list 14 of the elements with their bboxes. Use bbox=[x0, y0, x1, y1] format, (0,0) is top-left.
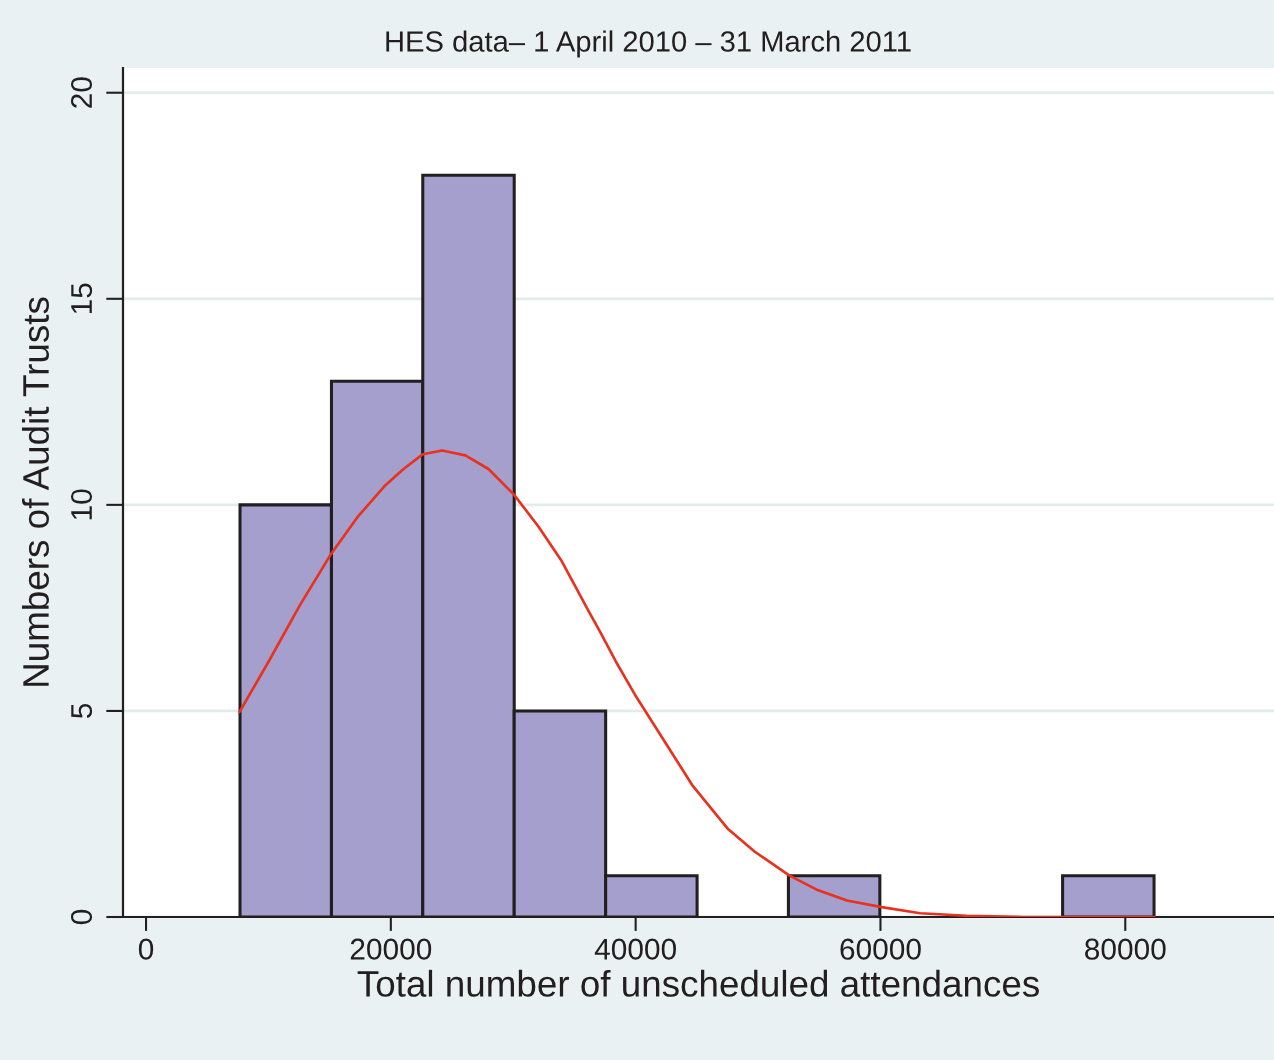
x-tick-label: 40000 bbox=[594, 938, 676, 960]
line-series bbox=[238, 449, 1156, 917]
x-tick-label: 60000 bbox=[840, 938, 921, 960]
x-tick-label: 0 bbox=[138, 938, 154, 960]
x-axis-title: Total number of unscheduled attendances bbox=[357, 969, 1039, 997]
y-tick-label: 20 bbox=[70, 77, 93, 108]
y-tick-label: 10 bbox=[70, 489, 93, 520]
y-tick-label: 15 bbox=[71, 283, 93, 314]
y-tick-label: 5 bbox=[71, 703, 93, 719]
y-axis-title: Numbers of Audit Trusts bbox=[21, 297, 49, 686]
x-tick-label: 80000 bbox=[1085, 938, 1166, 960]
chart-title: HES data– 1 April 2010 – 31 March 2011 bbox=[386, 30, 911, 58]
x-tick-label: 20000 bbox=[350, 938, 432, 960]
y-tick-label: 0 bbox=[70, 909, 93, 925]
